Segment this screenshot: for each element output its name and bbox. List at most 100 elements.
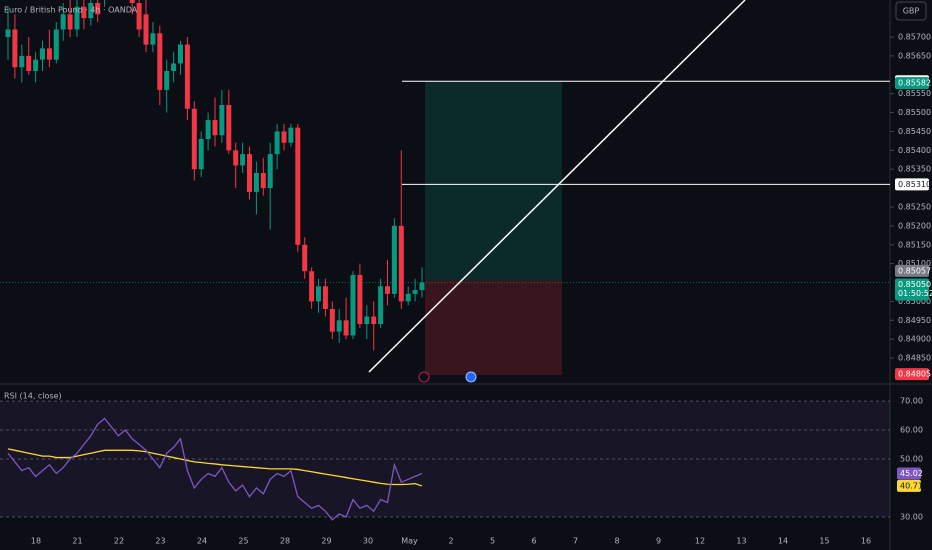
x-tick-label: 6 xyxy=(531,537,536,546)
x-tick-label: 29 xyxy=(321,537,331,546)
rsi-value-label: 40.71 xyxy=(900,481,923,490)
rsi-tick-label: 30.00 xyxy=(900,512,923,521)
x-tick-label: 21 xyxy=(72,537,82,546)
y-tick-label: 0.85150 xyxy=(898,240,931,249)
target-zone xyxy=(425,81,562,280)
candle-body xyxy=(322,286,328,309)
candle-body xyxy=(26,55,32,72)
x-tick-label: 5 xyxy=(490,537,495,546)
candle-body xyxy=(288,127,294,143)
candle-body xyxy=(12,29,18,68)
candle-body xyxy=(53,29,59,60)
candle-body xyxy=(81,6,87,19)
x-tick-label: 13 xyxy=(736,537,746,546)
rsi-title: RSI (14, close) xyxy=(4,392,62,401)
rsi-value-box xyxy=(897,479,921,492)
candle-body xyxy=(253,172,259,192)
candle-body xyxy=(364,316,370,325)
candle-body xyxy=(60,14,66,30)
rsi-value-label: 45.02 xyxy=(900,469,923,478)
x-tick-label: 22 xyxy=(114,537,124,546)
candle-body xyxy=(302,244,308,272)
chart-title: Euro / British Pound · 4h · OANDA xyxy=(4,6,138,15)
last-price-label: 0.85050 xyxy=(898,280,931,289)
candle-body xyxy=(357,274,363,325)
rsi-tick-label: 60.00 xyxy=(900,426,923,435)
candle-body xyxy=(157,33,163,90)
candle-body xyxy=(329,308,335,332)
currency-button[interactable] xyxy=(895,1,927,21)
candle-body xyxy=(46,48,52,60)
last-price-box xyxy=(895,278,929,301)
candle-body xyxy=(419,282,425,291)
candle-body xyxy=(405,293,411,302)
candle-body xyxy=(40,48,45,60)
candle-body xyxy=(212,120,218,136)
candle-body xyxy=(385,286,390,294)
y-tick-label: 0.85450 xyxy=(898,127,931,136)
candle-body xyxy=(267,154,273,189)
candle-body xyxy=(33,59,39,72)
x-tick-label: 8 xyxy=(614,537,619,546)
candle-body xyxy=(19,55,25,68)
candle-body xyxy=(240,154,246,166)
candle-body xyxy=(309,271,315,302)
stop-zone xyxy=(425,279,562,376)
price-label: 0.85582 xyxy=(898,79,931,88)
event-icon[interactable] xyxy=(465,371,477,383)
candle-body xyxy=(164,71,170,90)
y-tick-label: 0.85000 xyxy=(898,297,931,306)
rsi-value-box xyxy=(897,467,921,480)
candle-body xyxy=(205,120,211,139)
candle-body xyxy=(371,316,377,325)
x-tick-label: May xyxy=(401,537,418,546)
candle-body xyxy=(219,105,225,136)
y-tick-label: 0.85200 xyxy=(898,221,931,230)
x-tick-label: 28 xyxy=(280,537,290,546)
x-tick-label: 2 xyxy=(448,537,453,546)
price-label-box xyxy=(895,178,929,191)
candle-body xyxy=(336,320,342,332)
candle-body xyxy=(412,290,418,294)
candle-body xyxy=(178,44,183,64)
candle-body xyxy=(247,154,252,192)
trend-line[interactable] xyxy=(368,0,746,373)
candle-body xyxy=(233,150,239,166)
candle-body xyxy=(198,138,204,170)
candle-body xyxy=(143,14,149,45)
price-label: 0.85310 xyxy=(898,180,931,189)
candle-body xyxy=(129,0,135,4)
candle-body xyxy=(150,33,156,45)
y-tick-label: 0.85250 xyxy=(898,202,931,211)
candle-body xyxy=(95,3,101,15)
x-tick-label: 9 xyxy=(656,537,661,546)
price-label-box xyxy=(895,264,929,277)
candle-body xyxy=(191,108,197,170)
y-tick-label: 0.84950 xyxy=(898,316,931,325)
candle-body xyxy=(226,105,232,151)
candle-body xyxy=(136,3,142,30)
rsi-ma-line xyxy=(7,448,423,487)
candle-body xyxy=(67,14,73,30)
y-tick-label: 0.85100 xyxy=(898,259,931,268)
y-tick-label: 0.85400 xyxy=(898,146,931,155)
event-icon[interactable] xyxy=(418,371,430,383)
x-tick-label: 14 xyxy=(778,537,788,546)
price-label-box xyxy=(895,77,929,90)
candle-body xyxy=(5,29,11,38)
candle-body xyxy=(88,3,94,19)
countdown: 01:50:52 xyxy=(898,289,932,298)
candle-body xyxy=(398,225,404,302)
y-tick-label: 0.85700 xyxy=(898,33,931,42)
candle-body xyxy=(184,44,190,109)
x-tick-label: 25 xyxy=(238,537,248,546)
candle-body xyxy=(295,127,301,245)
currency[interactable]: GBP xyxy=(903,7,920,16)
candle-body xyxy=(74,6,80,30)
price-label: 0.85057 xyxy=(898,266,931,275)
rsi-tick-label: 70.00 xyxy=(900,397,923,406)
x-tick-label: 24 xyxy=(197,537,207,546)
x-tick-label: 23 xyxy=(155,537,165,546)
y-tick-label: 0.85650 xyxy=(898,51,931,60)
x-tick-label: 12 xyxy=(695,537,705,546)
